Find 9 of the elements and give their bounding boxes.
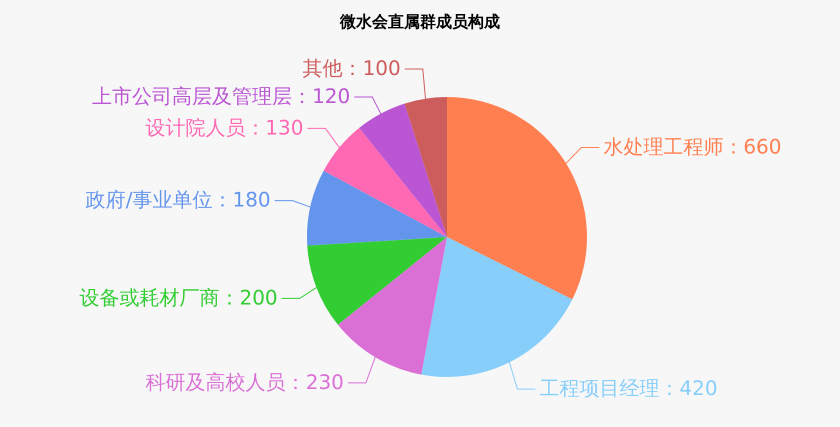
slice-label: 水处理工程师：660 xyxy=(603,134,782,159)
slice-label: 科研及高校人员：230 xyxy=(146,370,344,394)
slice-label: 其他：100 xyxy=(302,56,401,80)
slice-label: 政府/事业单位：180 xyxy=(86,188,271,212)
slice-label: 工程项目经理：420 xyxy=(539,376,718,400)
chart-title: 微水会直属群成员构成 xyxy=(339,12,500,31)
slice-label: 设计院人员：130 xyxy=(145,115,304,140)
slice-label: 设备或耗材厂商：200 xyxy=(79,285,278,310)
slice-label: 上市公司高层及管理层：120 xyxy=(92,84,350,108)
